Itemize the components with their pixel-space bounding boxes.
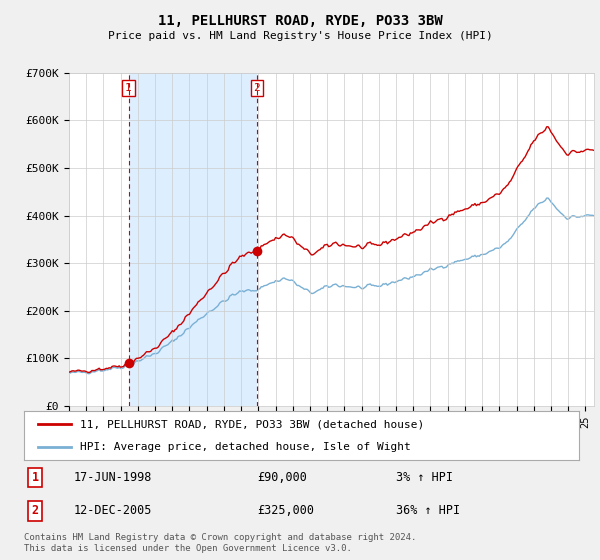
Bar: [128, 73, 257, 406]
Text: 11, PELLHURST ROAD, RYDE, PO33 3BW (detached house): 11, PELLHURST ROAD, RYDE, PO33 3BW (deta…: [79, 419, 424, 430]
Text: 1: 1: [32, 471, 38, 484]
Text: 17-JUN-1998: 17-JUN-1998: [74, 471, 152, 484]
Text: HPI: Average price, detached house, Isle of Wight: HPI: Average price, detached house, Isle…: [79, 442, 410, 452]
Text: 1: 1: [125, 83, 132, 93]
Text: 3% ↑ HPI: 3% ↑ HPI: [396, 471, 453, 484]
Text: 2: 2: [32, 504, 38, 517]
Text: 36% ↑ HPI: 36% ↑ HPI: [396, 504, 460, 517]
Text: 2: 2: [254, 83, 260, 93]
Text: £325,000: £325,000: [257, 504, 314, 517]
Text: Price paid vs. HM Land Registry's House Price Index (HPI): Price paid vs. HM Land Registry's House …: [107, 31, 493, 41]
Text: £90,000: £90,000: [257, 471, 307, 484]
Text: 11, PELLHURST ROAD, RYDE, PO33 3BW: 11, PELLHURST ROAD, RYDE, PO33 3BW: [158, 14, 442, 28]
Text: Contains HM Land Registry data © Crown copyright and database right 2024.
This d: Contains HM Land Registry data © Crown c…: [24, 533, 416, 553]
Text: 12-DEC-2005: 12-DEC-2005: [74, 504, 152, 517]
